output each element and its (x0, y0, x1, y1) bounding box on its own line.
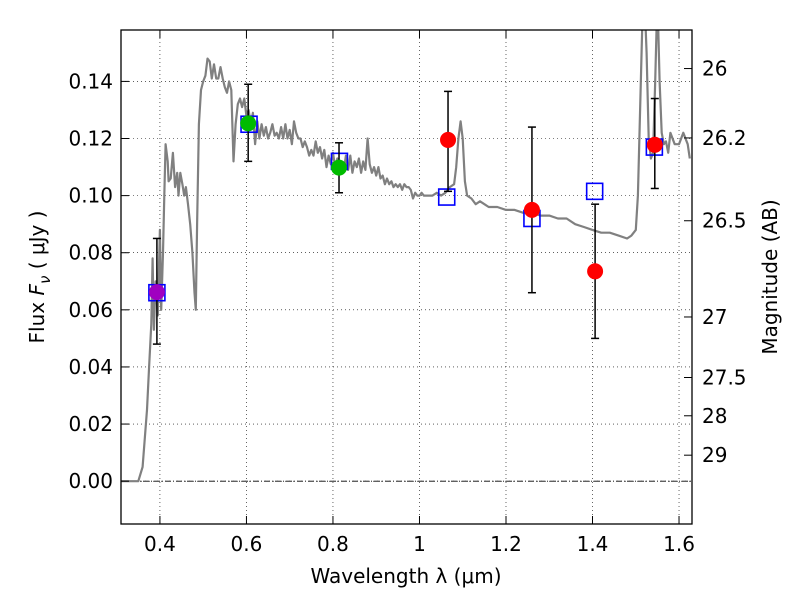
x-tick-label: 1.2 (490, 532, 522, 556)
model-photometry-square (437, 188, 456, 206)
x-tick-label: 0.8 (317, 532, 349, 556)
data-layer (121, 30, 691, 483)
x-tick-label: 0.6 (231, 532, 263, 556)
y-tick-label: 0.00 (68, 469, 113, 493)
x-tick-label: 1.4 (577, 532, 609, 556)
y2-tick-label: 29 (702, 443, 727, 467)
observed-point (646, 136, 663, 153)
y-tick-label: 0.08 (68, 241, 113, 265)
plot-area (121, 30, 692, 524)
ticks: 0.4 0.6 0.8 1 1.2 1.4 1.6 0.00 0.02 0.04 0.06 0.08 0… (68, 30, 747, 556)
y-axis-title-prefix: Flux (25, 296, 49, 344)
y-tick-label: 0.02 (68, 412, 113, 436)
observed-point (523, 201, 540, 218)
plot-frame (120, 29, 693, 525)
y-tick-label: 0.14 (68, 69, 113, 93)
y2-tick-label: 26 (702, 57, 727, 81)
y2-axis-title: Magnitude (AB) (758, 199, 782, 354)
y-axis-title-subscript: ν (36, 276, 54, 284)
y-tick-label: 0.04 (68, 355, 113, 379)
x-tick-label: 1 (413, 532, 426, 556)
x-axis-title: Wavelength λ (μm) (310, 564, 501, 588)
y-axis-title-units: ( μJy ) (25, 211, 49, 276)
observed-point (440, 131, 457, 148)
y2-tick-label: 28 (702, 404, 727, 428)
x-tick-label: 1.6 (663, 532, 695, 556)
observed-point (240, 115, 257, 132)
observed-point (587, 263, 604, 280)
y2-tick-label: 27.5 (702, 366, 747, 390)
y-tick-label: 0.12 (68, 127, 113, 151)
observed-point (331, 159, 348, 176)
y-tick-label: 0.10 (68, 184, 113, 208)
x-tick-label: 0.4 (144, 532, 176, 556)
y-tick-label: 0.06 (68, 298, 113, 322)
model-photometry-square (585, 182, 604, 201)
y2-tick-label: 27 (702, 305, 727, 329)
y2-tick-label: 26.5 (702, 209, 747, 233)
y2-tick-label: 26.2 (702, 126, 747, 150)
y-axis-title-symbol: F (25, 284, 49, 296)
y-axis-title: Flux Fν ( μJy ) (25, 211, 54, 344)
observed-point (148, 284, 165, 301)
